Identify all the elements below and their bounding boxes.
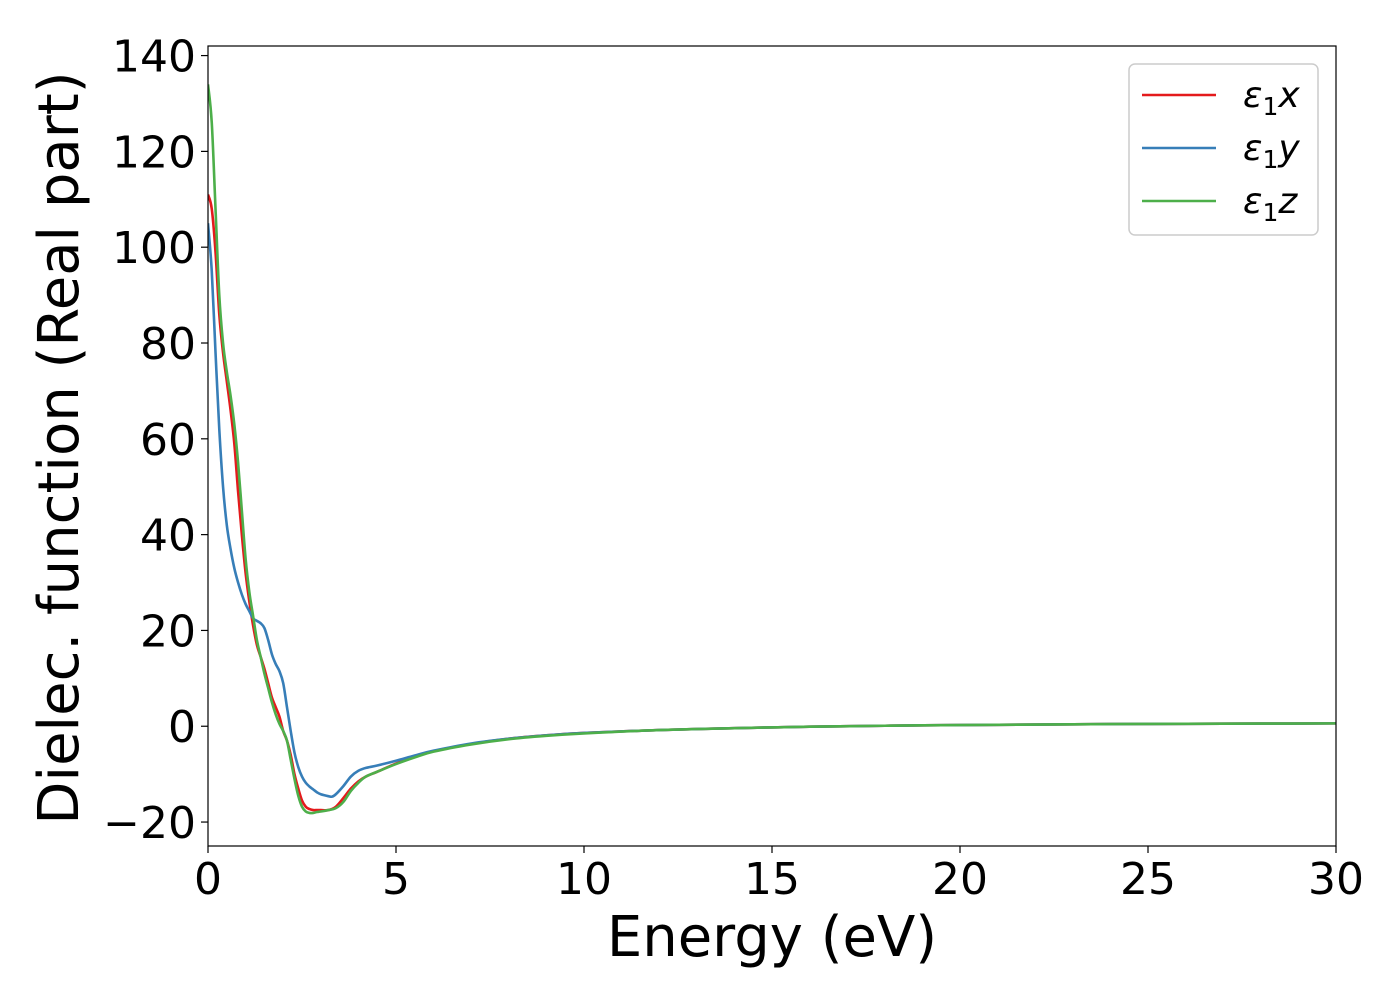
legend-label-y: ε1y [1243,128,1300,174]
x-axis-title: Energy (eV) [607,905,937,970]
x-tick-label: 10 [556,854,612,905]
x-tick-label: 15 [744,854,800,905]
legend-label-suffix: y [1277,128,1300,169]
y-axis-title: Dielec. function (Real part) [27,71,92,824]
legend-label-suffix: x [1277,75,1300,116]
y-tick-label: 140 [112,32,196,83]
y-tick-label: 120 [112,127,196,178]
y-axis: −20 0 20 40 60 80 100 120 140 [103,32,208,849]
series-line-z [208,84,1336,815]
legend-label-base: ε [1243,128,1262,169]
x-tick-label: 30 [1308,854,1364,905]
x-tick-label: 25 [1120,854,1176,905]
y-tick-label: 0 [168,702,196,753]
legend-label-suffix: z [1277,181,1298,222]
y-tick-label: 100 [112,223,196,274]
x-tick-label: 0 [194,854,222,905]
y-tick-label: 40 [140,511,196,562]
legend-label-z: ε1z [1243,181,1298,227]
x-tick-label: 20 [932,854,988,905]
legend-label-base: ε [1243,75,1262,116]
x-tick-label: 5 [382,854,410,905]
y-tick-label: 80 [140,319,196,370]
x-axis: 0 5 10 15 20 25 30 [194,846,1364,905]
y-tick-label: −20 [103,798,196,849]
legend-label-subscript: 1 [1262,198,1278,227]
series-layer [208,84,1336,815]
legend-box [1128,63,1319,236]
y-tick-label: 60 [140,415,196,466]
legend-label-x: ε1x [1243,75,1300,121]
legend-label-subscript: 1 [1262,145,1278,174]
legend-label-subscript: 1 [1262,92,1278,121]
y-tick-label: 20 [140,606,196,657]
legend-label-base: ε [1243,181,1262,222]
